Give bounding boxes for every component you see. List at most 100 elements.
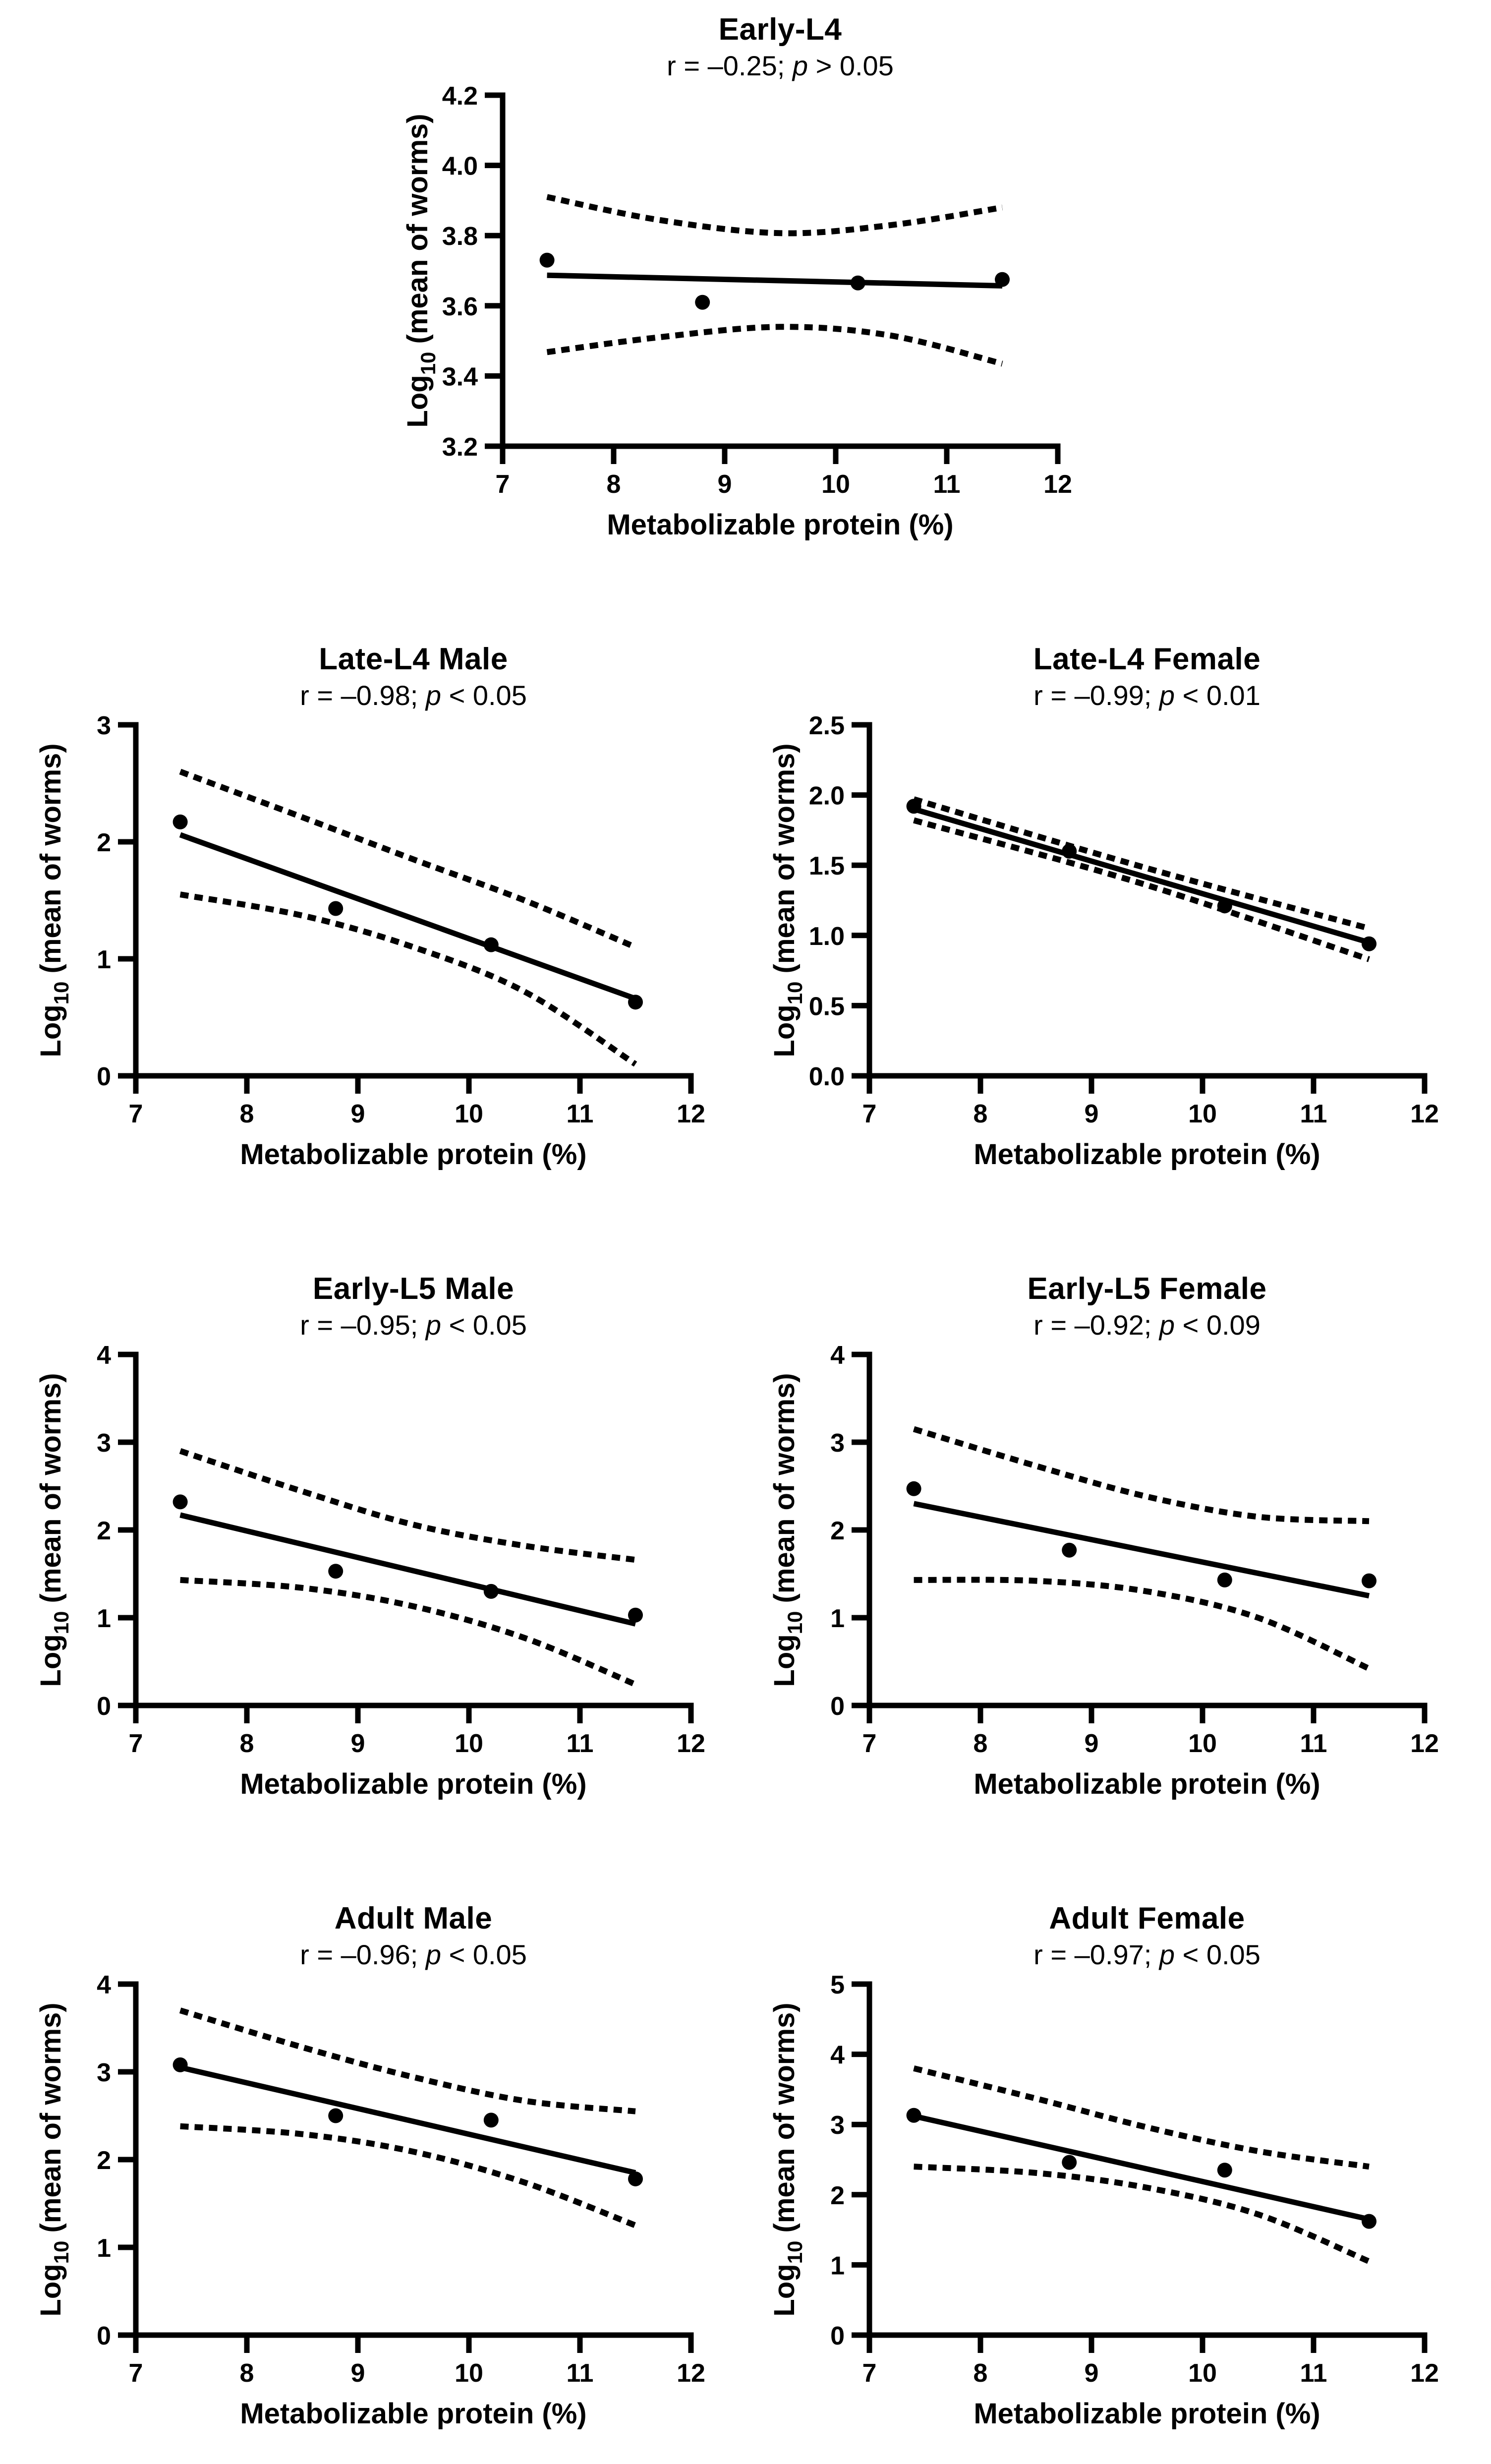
subplot-early-l5-female: Early-L5 Female r = –0.92; p < 0.09 7 8 9 1… xyxy=(765,1271,1459,1826)
y-tick-label: 0.0 xyxy=(809,1062,845,1091)
x-tick-label: 12 xyxy=(677,2359,705,2388)
plot-title: Late-L4 Female xyxy=(1033,642,1261,676)
plot-stats: r = –0.25; p > 0.05 xyxy=(503,50,1058,82)
stats-p-text: < 0.01 xyxy=(1175,680,1261,711)
y-ticks: 0 1 2 3 4 xyxy=(97,1344,136,1721)
y-tick-label: 1 xyxy=(97,1604,111,1633)
y-tick-label: 3.8 xyxy=(442,222,478,251)
y-tick-label: 5 xyxy=(830,1973,845,1999)
data-point xyxy=(328,2108,344,2123)
data-point xyxy=(483,2112,499,2128)
data-point xyxy=(995,272,1010,287)
x-tick-label: 11 xyxy=(1300,1729,1327,1758)
x-tick-label: 8 xyxy=(240,1729,254,1758)
x-tick-label: 11 xyxy=(933,470,961,499)
data-points xyxy=(539,252,1010,310)
y-axis-label: Log10 (mean of worms) xyxy=(768,1373,806,1687)
data-point xyxy=(328,1564,344,1579)
x-tick-label: 10 xyxy=(455,1100,483,1128)
plot-title: Early-L4 xyxy=(718,12,842,47)
y-tick-label: 4 xyxy=(830,1344,845,1370)
x-tick-label: 9 xyxy=(351,1729,365,1758)
y-tick-label: 1 xyxy=(830,2251,845,2280)
plot-head: Early-L4 r = –0.25; p > 0.05 xyxy=(503,12,1058,84)
x-axis-label: Metabolizable protein (%) xyxy=(240,1768,586,1800)
regression-line xyxy=(913,806,1370,945)
stats-r-text: r = –0.25; xyxy=(667,50,793,81)
y-tick-label: 4 xyxy=(97,1344,111,1370)
plot-head: Adult Male r = –0.96; p < 0.05 xyxy=(136,1901,691,1973)
subplot-early-l4: Early-L4 r = –0.25; p > 0.05 7 8 9 10 11 12 3.… xyxy=(399,12,1092,567)
y-axis-label: Log10 (mean of worms) xyxy=(35,743,73,1057)
data-point xyxy=(172,814,188,829)
y-tick-label: 0 xyxy=(97,1692,111,1721)
x-tick-label: 7 xyxy=(862,1729,877,1758)
y-ticks: 0 1 2 3 xyxy=(97,714,136,1091)
plot-canvas: 7 8 9 10 11 12 0 1 2 3 4 Metabolizable protein (%) L… xyxy=(32,1344,726,1826)
y-tick-label: 2 xyxy=(97,1517,111,1545)
plot-title: Early-L5 Male xyxy=(312,1272,515,1306)
data-point xyxy=(1362,936,1376,951)
figure-row-4: Adult Male r = –0.96; p < 0.05 7 8 9 10 11 12… xyxy=(0,1893,1491,2464)
plot-stats: r = –0.95; p < 0.05 xyxy=(136,1309,691,1342)
y-tick-label: 3.4 xyxy=(442,362,478,391)
y-tick-label: 2 xyxy=(830,1517,845,1545)
y-ticks: 0.0 0.5 1.0 1.5 2.0 2.5 xyxy=(809,714,869,1091)
x-axis-label: Metabolizable protein (%) xyxy=(240,2398,586,2430)
x-tick-label: 7 xyxy=(862,1100,877,1128)
y-tick-label: 4.2 xyxy=(442,84,478,111)
x-tick-label: 7 xyxy=(129,1729,143,1758)
data-point xyxy=(483,937,499,952)
data-point xyxy=(1217,2163,1232,2178)
ci-lower-curve xyxy=(913,817,1370,962)
data-point xyxy=(483,1584,499,1599)
plot-canvas: 7 8 9 10 11 12 0 1 2 3 4 Metabolizable protein (%) L… xyxy=(32,1973,726,2456)
subplot-late-l4-female: Late-L4 Female r = –0.99; p < 0.01 7 8 9 10… xyxy=(765,642,1459,1197)
x-tick-label: 8 xyxy=(974,2359,988,2388)
data-point xyxy=(628,1607,643,1623)
data-point xyxy=(628,995,643,1010)
plot-head: Late-L4 Male r = –0.98; p < 0.05 xyxy=(136,642,691,714)
y-axis-label: Log10 (mean of worms) xyxy=(768,2002,806,2316)
x-tick-label: 11 xyxy=(567,1729,594,1758)
y-tick-label: 3 xyxy=(97,714,111,740)
x-tick-label: 10 xyxy=(455,1729,483,1758)
stats-p-symbol: p xyxy=(425,1309,442,1341)
y-tick-label: 2.5 xyxy=(809,714,845,740)
x-axis-label: Metabolizable protein (%) xyxy=(974,1138,1320,1171)
data-point xyxy=(1217,898,1232,914)
regression-line xyxy=(547,272,1003,289)
x-tick-label: 10 xyxy=(1188,2359,1217,2388)
x-axis-label: Metabolizable protein (%) xyxy=(240,1138,586,1171)
x-tick-label: 7 xyxy=(496,470,510,499)
early-l4-chart-svg: 7 8 9 10 11 12 3.2 3.4 3.6 3.8 4.0 4.2 Metabolizable… xyxy=(401,84,1072,541)
plot-head: Late-L4 Female r = –0.99; p < 0.01 xyxy=(869,642,1425,714)
y-ticks: 0 1 2 3 4 xyxy=(97,1973,136,2350)
data-point xyxy=(539,252,555,268)
plot-canvas: 7 8 9 10 11 12 0 1 2 3 4 Metabolizable protein (%) L… xyxy=(765,1344,1459,1826)
x-tick-label: 12 xyxy=(1410,2359,1439,2388)
data-point xyxy=(906,2108,921,2123)
plot-head: Early-L5 Female r = –0.92; p < 0.09 xyxy=(869,1271,1425,1344)
x-axis-label: Metabolizable protein (%) xyxy=(974,1768,1320,1800)
x-ticks: 7 8 9 10 11 12 xyxy=(862,1076,1439,1128)
y-tick-label: 3 xyxy=(97,1429,111,1458)
x-tick-label: 10 xyxy=(821,470,850,499)
y-tick-label: 0 xyxy=(830,2322,845,2350)
y-tick-label: 3 xyxy=(830,1429,845,1458)
plot-title: Adult Male xyxy=(334,1901,493,1936)
y-ticks: 0 1 2 3 4 xyxy=(830,1344,869,1721)
x-tick-label: 10 xyxy=(1188,1100,1217,1128)
x-tick-label: 7 xyxy=(129,1100,143,1128)
stats-r-text: r = –0.97; xyxy=(1033,1939,1159,1970)
ci-upper-curve xyxy=(913,796,1370,932)
x-tick-label: 11 xyxy=(1300,2359,1327,2388)
plot-title: Early-L5 Female xyxy=(1027,1272,1267,1306)
x-axis-label: Metabolizable protein (%) xyxy=(607,509,953,541)
x-tick-label: 12 xyxy=(1410,1100,1439,1128)
regression-line xyxy=(179,832,636,1001)
ci-lower-curve xyxy=(914,2164,1371,2264)
y-tick-label: 3 xyxy=(97,2058,111,2087)
y-tick-label: 4.0 xyxy=(442,152,478,181)
